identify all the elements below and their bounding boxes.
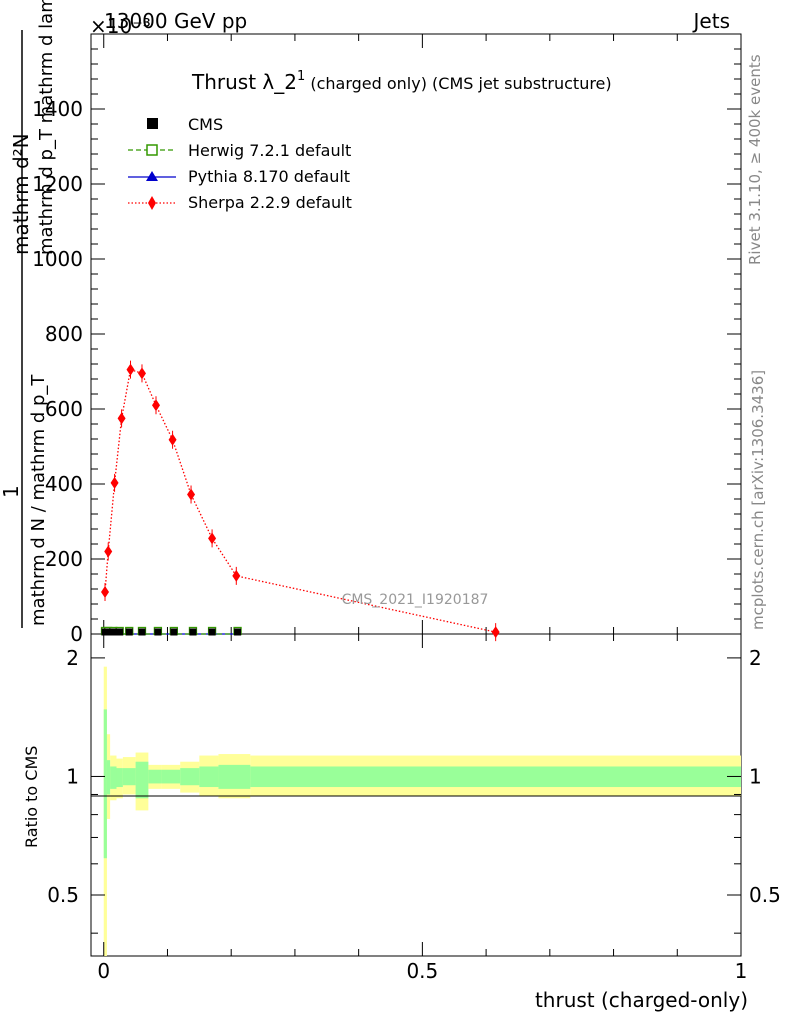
- sherpa-point: [152, 399, 160, 412]
- legend-marker-cms: [147, 118, 158, 129]
- sherpa-point: [101, 586, 110, 598]
- sherpa-point: [110, 476, 119, 489]
- legend-label-pythia: Pythia 8.170 default: [188, 167, 350, 186]
- ratio-band-inner: [116, 768, 123, 788]
- chart-title-main: Thrust λ_2: [191, 70, 297, 94]
- series-layer: [100, 360, 500, 642]
- ylabel-bottom: mathrm d N / mathrm d p_T: [28, 374, 49, 626]
- ratio-y-tick-label-right: 0.5: [749, 883, 781, 907]
- ratio-band-inner: [148, 769, 162, 784]
- ratio-y-tick-label: 2: [66, 646, 79, 670]
- y-tick-label: 1400: [32, 97, 83, 121]
- ratio-y-tick-label-right: 2: [749, 646, 762, 670]
- sherpa-point: [232, 569, 241, 582]
- ratio-y-tick-label-right: 1: [749, 764, 762, 788]
- legend-label-cms: CMS: [188, 115, 223, 134]
- y-tick-label: 0: [70, 622, 83, 646]
- cms-point: [189, 628, 197, 636]
- ratio-ylabel: Ratio to CMS: [22, 746, 41, 848]
- ratio-band-inner: [103, 709, 107, 859]
- legend-label-sherpa: Sherpa 2.2.9 default: [188, 193, 352, 212]
- x-tick-label: 1: [735, 959, 748, 983]
- sherpa-point: [137, 367, 146, 380]
- x-tick-label: 0.5: [406, 959, 438, 983]
- cms-point: [125, 628, 133, 636]
- group-label: Jets: [692, 9, 730, 33]
- cms-point: [208, 628, 216, 636]
- legend: CMS Herwig 7.2.1 default Pythia 8.170 de…: [128, 115, 352, 212]
- sherpa-line: [104, 368, 496, 633]
- sherpa-point: [208, 532, 217, 545]
- rivet-label: Rivet 3.1.10, ≥ 400k events: [746, 54, 764, 265]
- legend-marker-herwig: [146, 144, 158, 156]
- cms-point: [234, 628, 242, 636]
- ratio-band-inner: [106, 760, 111, 795]
- ratio-bands: [103, 666, 741, 956]
- chart-title: Thrust λ_21 (charged only) (CMS jet subs…: [191, 69, 612, 94]
- sherpa-point: [126, 363, 135, 376]
- energy-label: 13000 GeV pp: [104, 9, 247, 33]
- sherpa-point: [104, 545, 113, 558]
- x-tick-label: 0: [97, 959, 110, 983]
- ratio-band-inner: [161, 769, 181, 784]
- ylabel-mid: mathrm d p_T mathrm d lambda: [36, 0, 57, 255]
- watermark: CMS_2021_I1920187: [342, 592, 489, 608]
- ratio-y-tick-label: 0.5: [47, 883, 79, 907]
- x-axis-label: thrust (charged-only): [535, 988, 748, 1012]
- y-tick-label: 400: [45, 472, 83, 496]
- ratio-band-inner: [180, 768, 200, 786]
- y-tick-label: 600: [45, 397, 83, 421]
- cms-point: [116, 628, 124, 636]
- y-tick-label: 1200: [32, 172, 83, 196]
- y-exponent-label: ×10⁻³: [90, 14, 151, 38]
- ratio-band-inner: [122, 768, 136, 786]
- ylabel-left: 1: [0, 485, 23, 498]
- cms-point: [138, 628, 146, 636]
- main-ticks: 0 200 400 600 800 1000 1200 1400: [32, 34, 742, 646]
- mcplots-label: mcplots.cern.ch [arXiv:1306.3436]: [749, 370, 767, 630]
- legend-marker-sherpa: [148, 196, 156, 210]
- ylabel-top: mathrm d²N: [9, 133, 33, 255]
- sherpa-point: [187, 488, 196, 501]
- ratio-band-inner: [110, 766, 117, 789]
- y-tick-label: 1000: [32, 247, 83, 271]
- cms-point: [154, 628, 162, 636]
- ratio-y-tick-label: 1: [66, 764, 79, 788]
- cms-point: [109, 628, 117, 636]
- ratio-band-inner: [250, 766, 741, 788]
- y-tick-label: 800: [45, 322, 83, 346]
- cms-point: [170, 628, 178, 636]
- ratio-band-inner: [199, 766, 219, 788]
- legend-marker-pythia: [146, 171, 158, 181]
- sherpa-point: [491, 626, 500, 639]
- y-tick-label: 200: [45, 547, 83, 571]
- ratio-band-inner: [135, 761, 149, 799]
- ratio-band-inner: [218, 764, 251, 789]
- chart-title-rest: (charged only) (CMS jet substructure): [305, 74, 611, 93]
- cms-point: [104, 628, 112, 636]
- sherpa-point: [117, 412, 126, 425]
- sherpa-point: [168, 433, 177, 446]
- ratio-ticks: 0.5 0.5 1 1 2 2 0 0.5 1: [47, 634, 781, 983]
- legend-label-herwig: Herwig 7.2.1 default: [188, 141, 351, 160]
- chart-title-sup: 1: [297, 69, 305, 84]
